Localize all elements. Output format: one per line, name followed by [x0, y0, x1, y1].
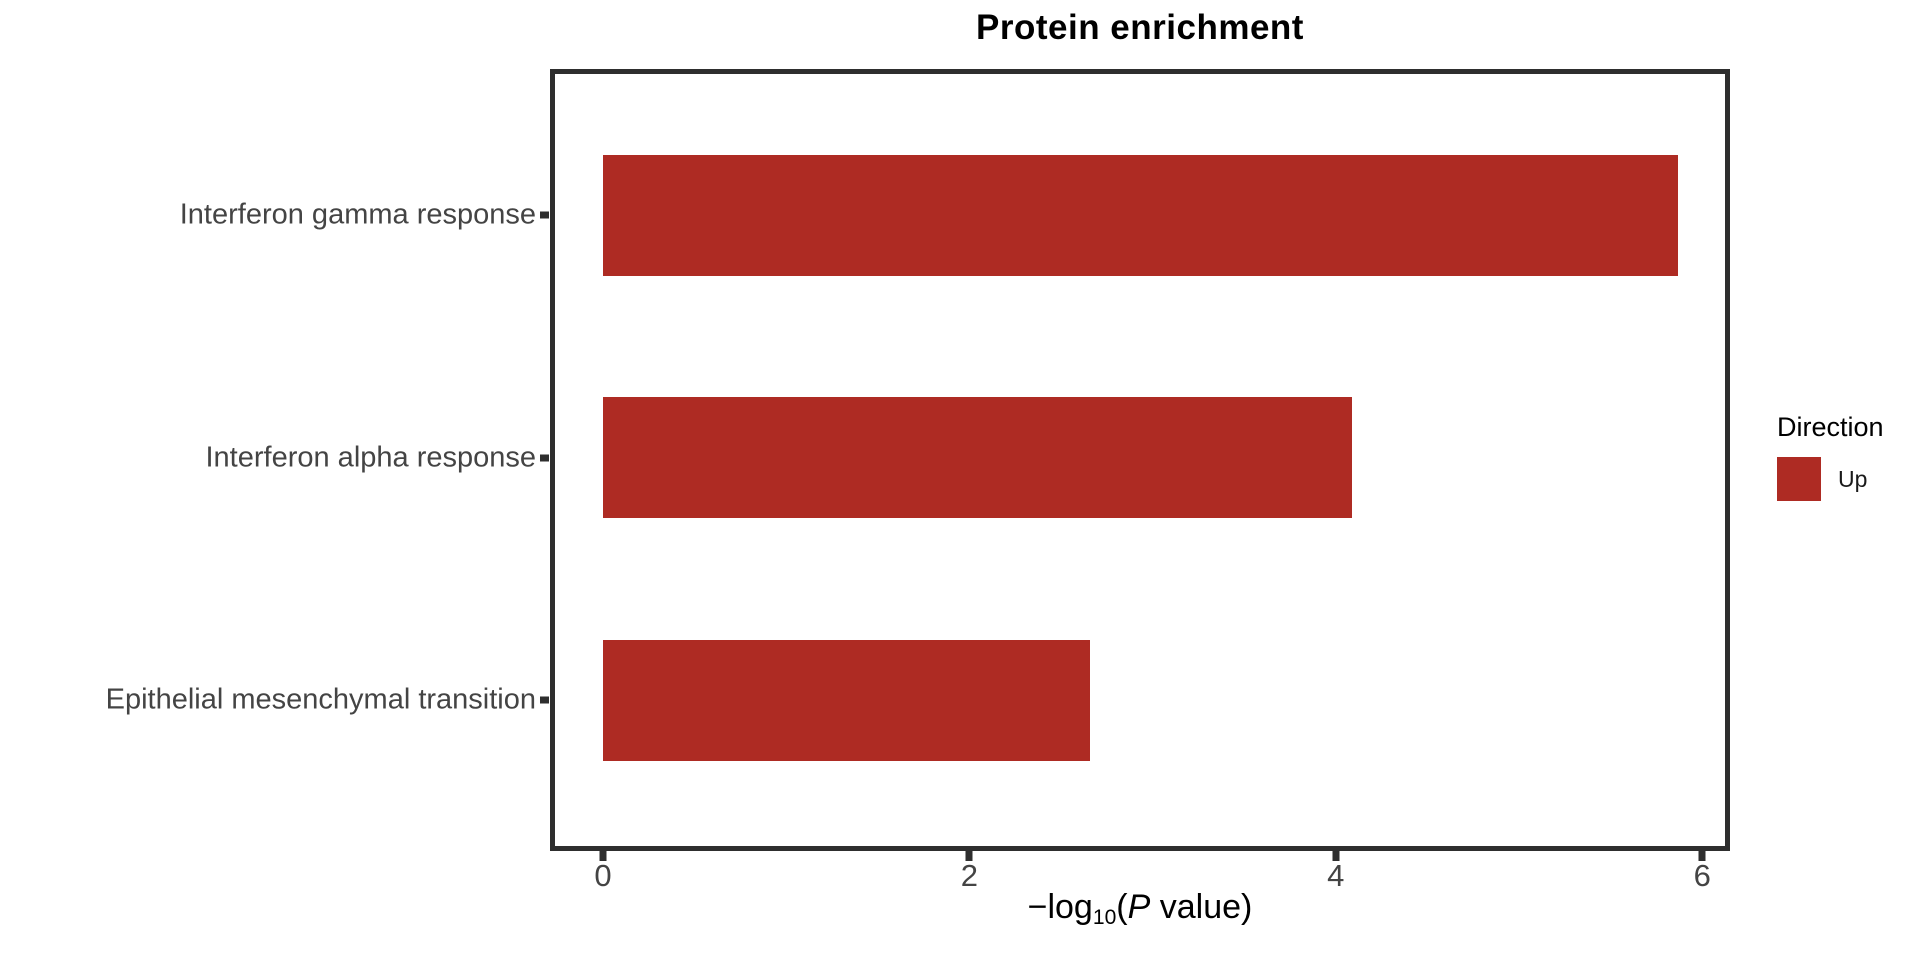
x-axis-title-pvalue: P — [1127, 888, 1151, 926]
legend-label-up: Up — [1838, 465, 1868, 492]
x-axis-title-prefix: −log — [1027, 888, 1093, 926]
x-axis-title-suffix: value) — [1150, 888, 1253, 926]
legend-title: Direction — [1777, 412, 1884, 442]
x-tick-label-2: 2 — [960, 858, 979, 893]
x-tick-label-4: 4 — [1327, 858, 1345, 893]
y-tick-interferon-gamma-response — [540, 211, 549, 219]
x-axis-title: −log10(P value) — [550, 888, 1730, 930]
legend-swatch-up — [1777, 457, 1821, 501]
bar-interferon-alpha-response — [603, 397, 1352, 518]
x-tick-2 — [965, 851, 973, 861]
y-axis-label-interferon-alpha-response: Interferon alpha response — [205, 441, 537, 473]
legend-entry-up: Up — [1777, 457, 1884, 501]
x-tick-0 — [599, 851, 607, 861]
bar-interferon-gamma-response — [603, 154, 1678, 276]
legend: Direction Up — [1777, 412, 1884, 501]
y-tick-epithelial-mesenchymal-transition — [540, 696, 549, 704]
x-tick-6 — [1698, 851, 1706, 861]
bar-epithelial-mesenchymal-transition — [603, 639, 1090, 761]
x-tick-4 — [1332, 851, 1340, 861]
x-axis-title-subscript: 10 — [1092, 905, 1117, 929]
x-tick-label-0: 0 — [594, 858, 612, 893]
y-axis-label-epithelial-mesenchymal-transition: Epithelial mesenchymal transition — [105, 683, 536, 716]
y-tick-interferon-alpha-response — [540, 454, 549, 461]
x-axis-title-paren: ( — [1116, 888, 1128, 926]
chart-title: Protein enrichment — [976, 8, 1304, 47]
y-axis-label-interferon-gamma-response: Interferon gamma response — [179, 198, 536, 231]
x-tick-label-6: 6 — [1693, 858, 1711, 893]
